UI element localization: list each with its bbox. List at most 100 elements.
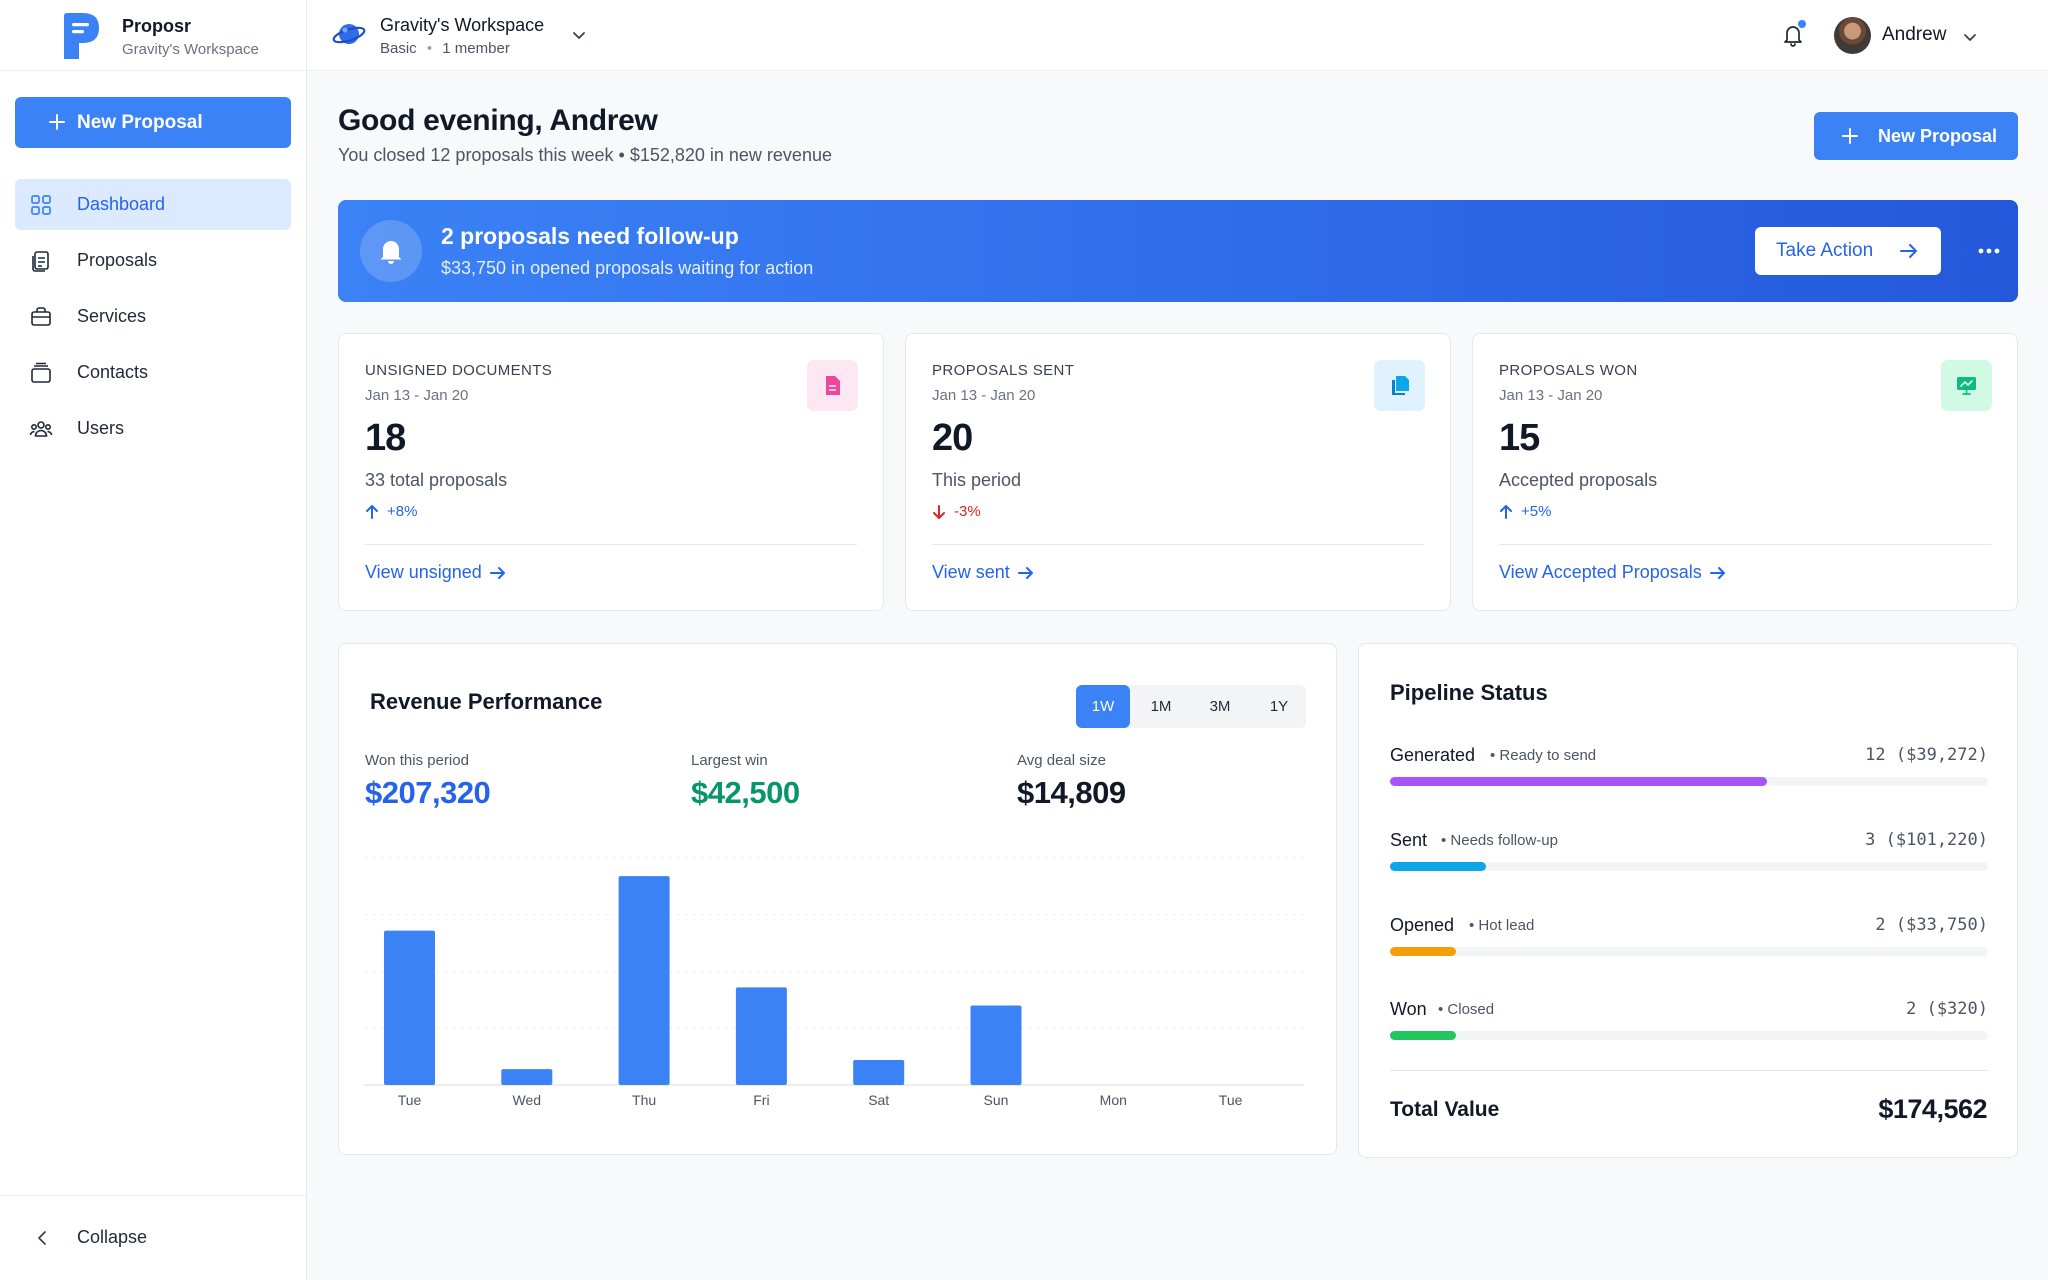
link-label: View unsigned — [365, 562, 482, 582]
divider — [932, 544, 1424, 545]
take-action-button[interactable]: Take Action — [1755, 227, 1941, 275]
stat-date-range: Jan 13 - Jan 20 — [1499, 387, 1603, 404]
metric-won-value: $207,320 — [365, 775, 491, 810]
avatar[interactable] — [1834, 17, 1871, 54]
progress-fill — [1390, 947, 1456, 956]
presentation-chart-icon — [1957, 377, 1976, 395]
sidebar-item-users[interactable]: Users — [15, 403, 291, 454]
sidebar-item-contacts[interactable]: Contacts — [15, 347, 291, 398]
notification-dot — [1798, 20, 1806, 28]
chart-bar-tue[interactable] — [384, 930, 435, 1085]
workspace-plan: Basic — [380, 40, 417, 57]
chart-bar-fri[interactable] — [735, 987, 787, 1085]
chart-x-tick-label: Tue — [398, 1092, 422, 1108]
pipeline-stage-name: Sent — [1390, 830, 1428, 850]
sidebar-item-services[interactable]: Services — [15, 291, 291, 342]
stat-description: 33 total proposals — [365, 470, 508, 490]
arrow-right-icon — [1017, 566, 1033, 579]
metric-label: Avg deal size — [1017, 752, 1106, 769]
page-title: Good evening, Andrew — [338, 104, 658, 137]
meta-separator: • — [426, 40, 433, 57]
stat-label: Unsigned Documents — [365, 362, 553, 379]
view-accepted-link[interactable]: View Accepted Proposals — [1499, 562, 1726, 583]
sidebar-item-dashboard[interactable]: Dashboard — [15, 179, 291, 230]
new-proposal-label: New Proposal — [77, 111, 203, 133]
metric-avg-value: $14,809 — [1017, 775, 1126, 810]
metric-largest-value: $42,500 — [691, 775, 800, 810]
stat-change: -3% — [932, 503, 981, 520]
stat-label: Proposals Won — [1499, 362, 1638, 379]
revenue-performance-card: Revenue Performance 1W 1M 3M 1Y Won this… — [338, 643, 1337, 1155]
copy-documents-icon — [1392, 376, 1409, 395]
pipeline-row-sent[interactable]: Sent • Needs follow-up 3 ($101,220) — [1390, 830, 1988, 880]
divider — [1499, 544, 1991, 545]
view-sent-link[interactable]: View sent — [932, 562, 1034, 583]
pipeline-stage-count: 3 ($101,220) — [1865, 830, 1988, 850]
chart-x-tick-label: Wed — [513, 1092, 542, 1108]
chevron-down-icon[interactable] — [1961, 28, 1979, 46]
pipeline-stage-note: • Hot lead — [1469, 917, 1535, 934]
pipeline-status-card: Pipeline Status Generated • Ready to sen… — [1358, 643, 2018, 1158]
follow-up-banner: 2 proposals need follow-up $33,750 in op… — [338, 200, 2018, 302]
stat-card-sent: Proposals Sent Jan 13 - Jan 20 20 This p… — [905, 333, 1451, 611]
pipeline-stage-name: Opened — [1390, 915, 1455, 935]
arrow-right-icon — [1900, 244, 1917, 258]
sidebar-item-proposals[interactable]: Proposals — [15, 235, 291, 286]
pipeline-row-opened[interactable]: Opened • Hot lead 2 ($33,750) — [1390, 915, 1988, 965]
take-action-label: Take Action — [1776, 240, 1874, 261]
planet-icon — [332, 24, 366, 44]
divider — [1390, 1070, 1988, 1071]
chevron-down-icon[interactable] — [570, 26, 588, 44]
new-proposal-button[interactable]: New Proposal — [1814, 112, 2018, 160]
chart-bar-sun[interactable] — [970, 1005, 1022, 1085]
sidebar-item-label: Services — [77, 306, 147, 326]
pipeline-row-won[interactable]: Won • Closed 2 ($320) — [1390, 999, 1988, 1049]
collapse-label: Collapse — [77, 1227, 148, 1247]
stat-badge — [807, 360, 858, 411]
stat-description: Accepted proposals — [1499, 470, 1658, 490]
contacts-icon — [31, 362, 51, 383]
chart-x-tick-label: Sat — [868, 1092, 889, 1108]
arrow-up-icon — [366, 504, 378, 519]
chart-bar-wed[interactable] — [501, 1069, 553, 1085]
chart-x-tick-label: Mon — [1100, 1092, 1127, 1108]
stat-card-won: Proposals Won Jan 13 - Jan 20 15 Accepte… — [1472, 333, 2018, 611]
top-bar: Gravity's Workspace Basic • 1 member And… — [307, 0, 2048, 71]
sidebar-item-label: Dashboard — [77, 194, 166, 214]
period-selector: 1W 1M 3M 1Y — [1076, 685, 1306, 728]
user-name[interactable]: Andrew — [1882, 24, 1947, 45]
collapse-button[interactable]: Collapse — [0, 1195, 307, 1280]
metric-label: Won this period — [365, 752, 469, 769]
clipboard-icon — [32, 251, 49, 272]
workspace-members: 1 member — [442, 40, 510, 57]
period-1w[interactable]: 1W — [1076, 685, 1130, 728]
pipeline-stage-count: 2 ($33,750) — [1875, 915, 1988, 935]
pipeline-stage-note: • Closed — [1438, 1001, 1495, 1018]
pipeline-stage-note: • Ready to send — [1490, 747, 1597, 764]
chart-bar-thu[interactable] — [618, 876, 670, 1085]
arrow-up-icon — [1500, 504, 1512, 519]
stat-card-unsigned: Unsigned Documents Jan 13 - Jan 20 18 33… — [338, 333, 884, 611]
stat-badge — [1374, 360, 1425, 411]
more-options-icon[interactable] — [1972, 234, 2006, 268]
arrow-right-icon — [1709, 566, 1725, 579]
pipeline-stage-name: Won — [1390, 999, 1427, 1019]
stat-value: 20 — [932, 417, 973, 459]
chart-bar-sat[interactable] — [853, 1060, 905, 1085]
new-proposal-button[interactable]: New Proposal — [15, 97, 291, 148]
metric-label: Largest win — [691, 752, 768, 769]
period-1m[interactable]: 1M — [1150, 698, 1172, 715]
chart-x-tick-label: Thu — [632, 1092, 656, 1108]
plus-icon — [1842, 128, 1858, 144]
sidebar-item-label: Proposals — [77, 250, 158, 270]
stat-date-range: Jan 13 - Jan 20 — [365, 387, 469, 404]
pipeline-row-generated[interactable]: Generated • Ready to send 12 ($39,272) — [1390, 745, 1988, 795]
period-3m[interactable]: 3M — [1209, 698, 1231, 715]
progress-track — [1390, 777, 1988, 786]
view-unsigned-link[interactable]: View unsigned — [365, 562, 506, 583]
divider — [365, 544, 857, 545]
workspace-name[interactable]: Gravity's Workspace — [380, 15, 545, 35]
period-1y[interactable]: 1Y — [1269, 698, 1289, 715]
notification-bell-icon[interactable] — [1781, 22, 1805, 48]
link-label: View sent — [932, 562, 1010, 582]
